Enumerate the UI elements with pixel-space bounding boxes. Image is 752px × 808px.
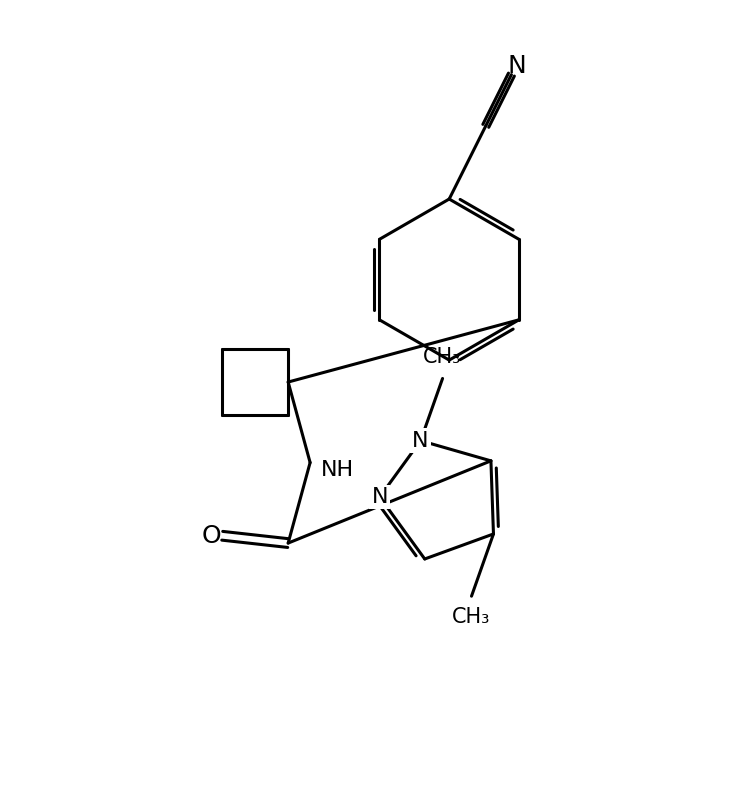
Text: N: N (508, 54, 526, 78)
Text: CH₃: CH₃ (423, 347, 462, 368)
Text: N: N (371, 487, 388, 507)
Text: N: N (412, 431, 429, 451)
Text: CH₃: CH₃ (452, 607, 491, 627)
Text: NH: NH (321, 460, 354, 480)
Text: O: O (202, 524, 221, 548)
